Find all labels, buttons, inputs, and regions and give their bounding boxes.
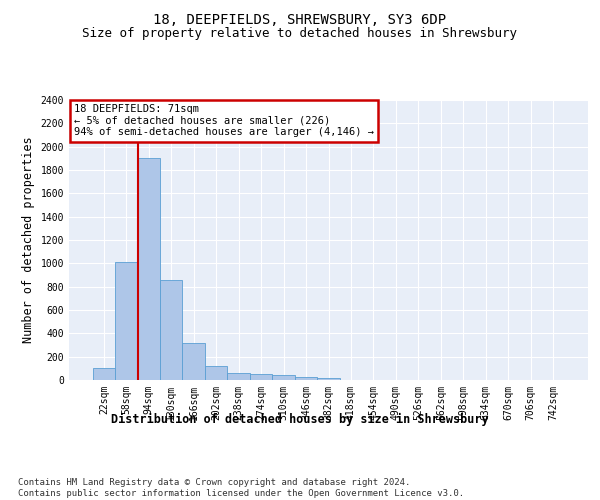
Text: Contains HM Land Registry data © Crown copyright and database right 2024.
Contai: Contains HM Land Registry data © Crown c… <box>18 478 464 498</box>
Bar <box>227 373 250 380</box>
Bar <box>92 368 115 380</box>
Bar <box>205 366 227 380</box>
Text: 18 DEEPFIELDS: 71sqm
← 5% of detached houses are smaller (226)
94% of semi-detac: 18 DEEPFIELDS: 71sqm ← 5% of detached ho… <box>74 104 374 138</box>
Bar <box>272 376 295 380</box>
Bar <box>317 378 340 380</box>
Bar <box>250 374 272 380</box>
Text: 18, DEEPFIELDS, SHREWSBURY, SY3 6DP: 18, DEEPFIELDS, SHREWSBURY, SY3 6DP <box>154 12 446 26</box>
Text: Size of property relative to detached houses in Shrewsbury: Size of property relative to detached ho… <box>83 28 517 40</box>
Bar <box>295 377 317 380</box>
Bar <box>182 343 205 380</box>
Bar <box>160 280 182 380</box>
Y-axis label: Number of detached properties: Number of detached properties <box>22 136 35 344</box>
Text: Distribution of detached houses by size in Shrewsbury: Distribution of detached houses by size … <box>111 412 489 426</box>
Bar <box>115 262 137 380</box>
Bar <box>137 158 160 380</box>
